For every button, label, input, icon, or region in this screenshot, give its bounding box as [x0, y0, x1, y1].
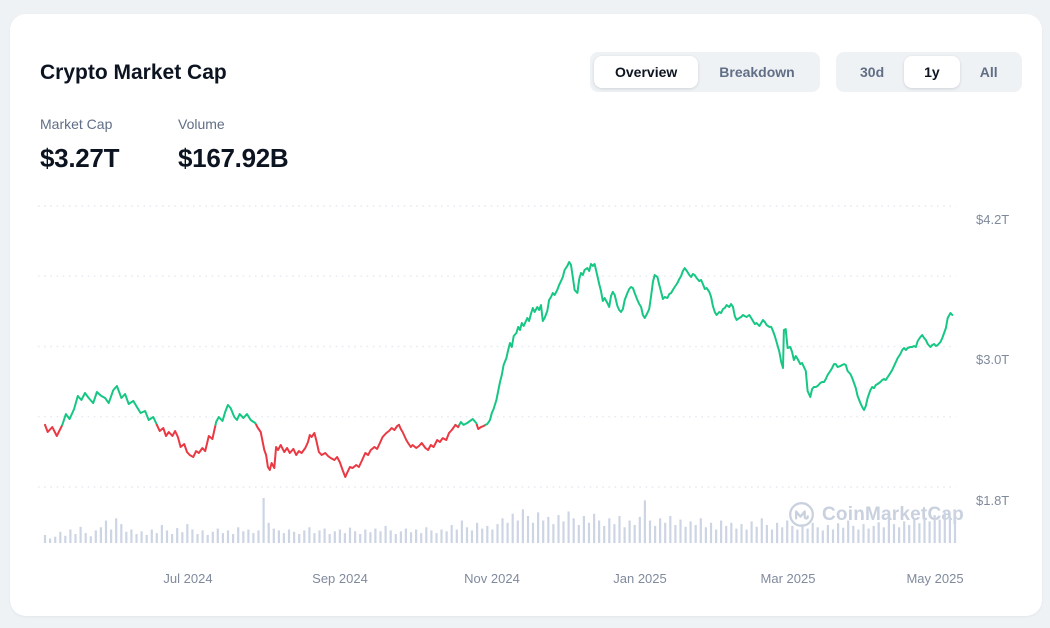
range-all-button[interactable]: All	[979, 64, 998, 80]
tab-breakdown[interactable]: Breakdown	[719, 64, 795, 80]
market-cap-label: Market Cap	[40, 116, 113, 132]
market-cap-value: $3.27T	[40, 143, 120, 173]
x-axis-tick-mar-2025: Mar 2025	[760, 571, 816, 586]
view-toggle: Overview Breakdown	[590, 52, 820, 92]
y-axis-tick-1-8t: $1.8T	[976, 493, 1010, 508]
market-cap-card: Crypto Market Cap Overview Breakdown 30d…	[10, 14, 1042, 616]
tab-overview[interactable]: Overview	[594, 56, 699, 88]
volume-label: Volume	[178, 116, 225, 132]
x-axis-tick-may-2025: May 2025	[906, 571, 964, 586]
x-axis-tick-jan-2025: Jan 2025	[613, 571, 667, 586]
y-axis-tick-3-0t: $3.0T	[976, 352, 1010, 367]
watermark: CoinMarketCap	[788, 501, 964, 528]
range-1y-button[interactable]: 1y	[904, 56, 960, 88]
volume-value: $167.92B	[178, 143, 289, 173]
watermark-text: CoinMarketCap	[822, 503, 964, 525]
x-axis-tick-jul-2024: Jul 2024	[163, 571, 213, 586]
volume-stat: Volume $167.92B	[178, 115, 289, 174]
market-cap-stat: Market Cap $3.27T	[40, 115, 119, 174]
x-axis-tick-sep-2024: Sep 2024	[312, 571, 368, 586]
page-title: Crypto Market Cap	[40, 61, 227, 84]
x-axis-tick-nov-2024: Nov 2024	[464, 571, 520, 586]
range-toggle: 30d 1y All	[836, 52, 1022, 92]
range-30d-button[interactable]: 30d	[860, 64, 885, 80]
coinmarketcap-logo-icon	[788, 501, 815, 528]
y-axis-tick-4-2t: $4.2T	[976, 212, 1010, 227]
